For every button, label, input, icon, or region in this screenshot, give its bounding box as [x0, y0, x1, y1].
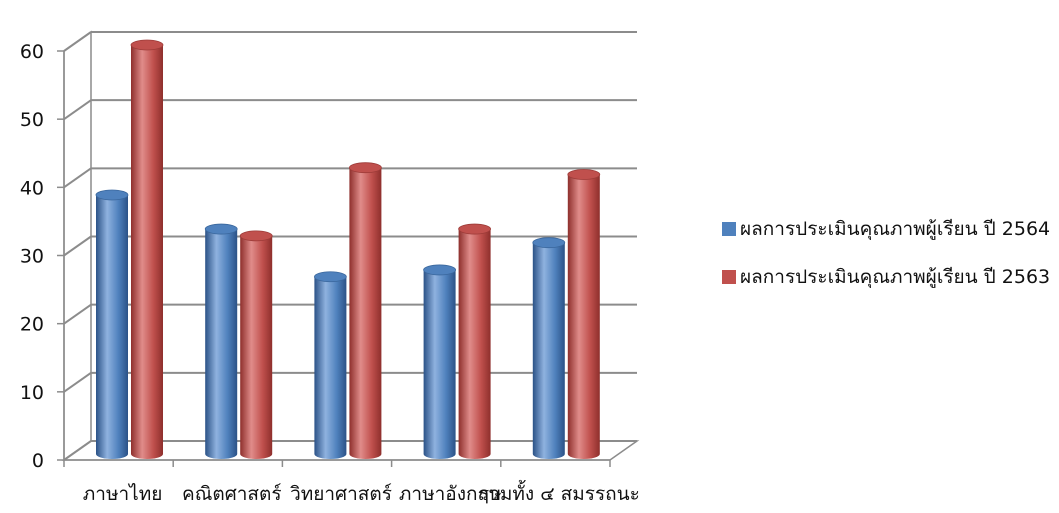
legend-swatch-red — [722, 270, 736, 284]
bar-top — [458, 223, 492, 235]
bar — [239, 230, 273, 459]
legend-item-2563: ผลการประเมินคุณภาพผู้เรียน ปี 2563 — [722, 264, 1057, 290]
bar-body — [458, 229, 491, 459]
bar-top — [567, 169, 601, 180]
bar-body — [131, 45, 163, 459]
bar — [348, 162, 382, 459]
legend-label: ผลการประเมินคุณภาพผู้เรียน ปี 2564 — [740, 218, 1051, 240]
bar-body — [205, 229, 238, 459]
bar-top — [313, 271, 347, 283]
bar-body — [240, 235, 273, 459]
gridline-depth — [63, 303, 92, 325]
bar-top — [532, 237, 566, 249]
bar-body — [423, 269, 456, 459]
bar-body — [567, 174, 600, 459]
x-tick-label: วิทยาศาสตร์ — [290, 483, 392, 505]
bar-top — [348, 162, 382, 174]
bar-body — [532, 242, 565, 459]
bar — [423, 264, 457, 459]
bar-top — [423, 264, 457, 276]
bars — [95, 39, 601, 459]
x-axis-labels: ภาษาไทย คณิตศาสตร์ วิทยาศาสตร์ ภาษาอังกฤษรว… — [83, 480, 640, 505]
bar — [532, 237, 566, 459]
bar-top — [95, 189, 129, 201]
bar-top — [239, 230, 273, 242]
gridline-depth — [63, 372, 92, 393]
y-tick-label: 30 — [20, 246, 44, 268]
bar-top — [130, 39, 164, 51]
y-tick-label: 0 — [32, 450, 44, 472]
x-tick-label: คณิตศาสตร์ — [182, 483, 282, 505]
gridline-depth — [63, 440, 92, 461]
bar-body — [314, 276, 347, 459]
legend-swatch-blue — [722, 222, 736, 236]
gridline-depth — [63, 167, 92, 189]
bar — [95, 189, 129, 459]
gridline-depth — [63, 235, 92, 257]
bar-body — [349, 167, 382, 459]
y-tick-label: 60 — [20, 41, 44, 63]
bar — [204, 223, 238, 459]
legend-label: ผลการประเมินคุณภาพผู้เรียน ปี 2563 — [740, 266, 1051, 288]
bar-top — [204, 223, 238, 235]
legend: ผลการประเมินคุณภาพผู้เรียน ปี 2564 ผลการ… — [722, 216, 1057, 312]
x-tick-label: ภาษาไทย — [83, 483, 163, 505]
x-tick-label: ภาษาอังกฤษ — [399, 483, 502, 505]
y-axis-ticks: 0 10 20 30 40 50 60 — [20, 41, 64, 472]
bar — [313, 271, 347, 459]
y-tick-label: 10 — [20, 382, 44, 404]
legend-item-2564: ผลการประเมินคุณภาพผู้เรียน ปี 2564 — [722, 216, 1057, 242]
gridline-depth — [63, 31, 92, 52]
y-tick-label: 20 — [20, 314, 44, 336]
x-tick-label: รวมทั้ง ๔ สมรรถนะ — [479, 480, 640, 505]
y-tick-label: 50 — [20, 109, 44, 131]
x-axis — [63, 51, 611, 467]
bar — [130, 39, 164, 459]
y-tick-label: 40 — [20, 177, 44, 199]
bar-body — [96, 194, 128, 459]
bar — [567, 169, 601, 459]
bar — [458, 223, 492, 459]
gridline-depth — [63, 99, 92, 120]
